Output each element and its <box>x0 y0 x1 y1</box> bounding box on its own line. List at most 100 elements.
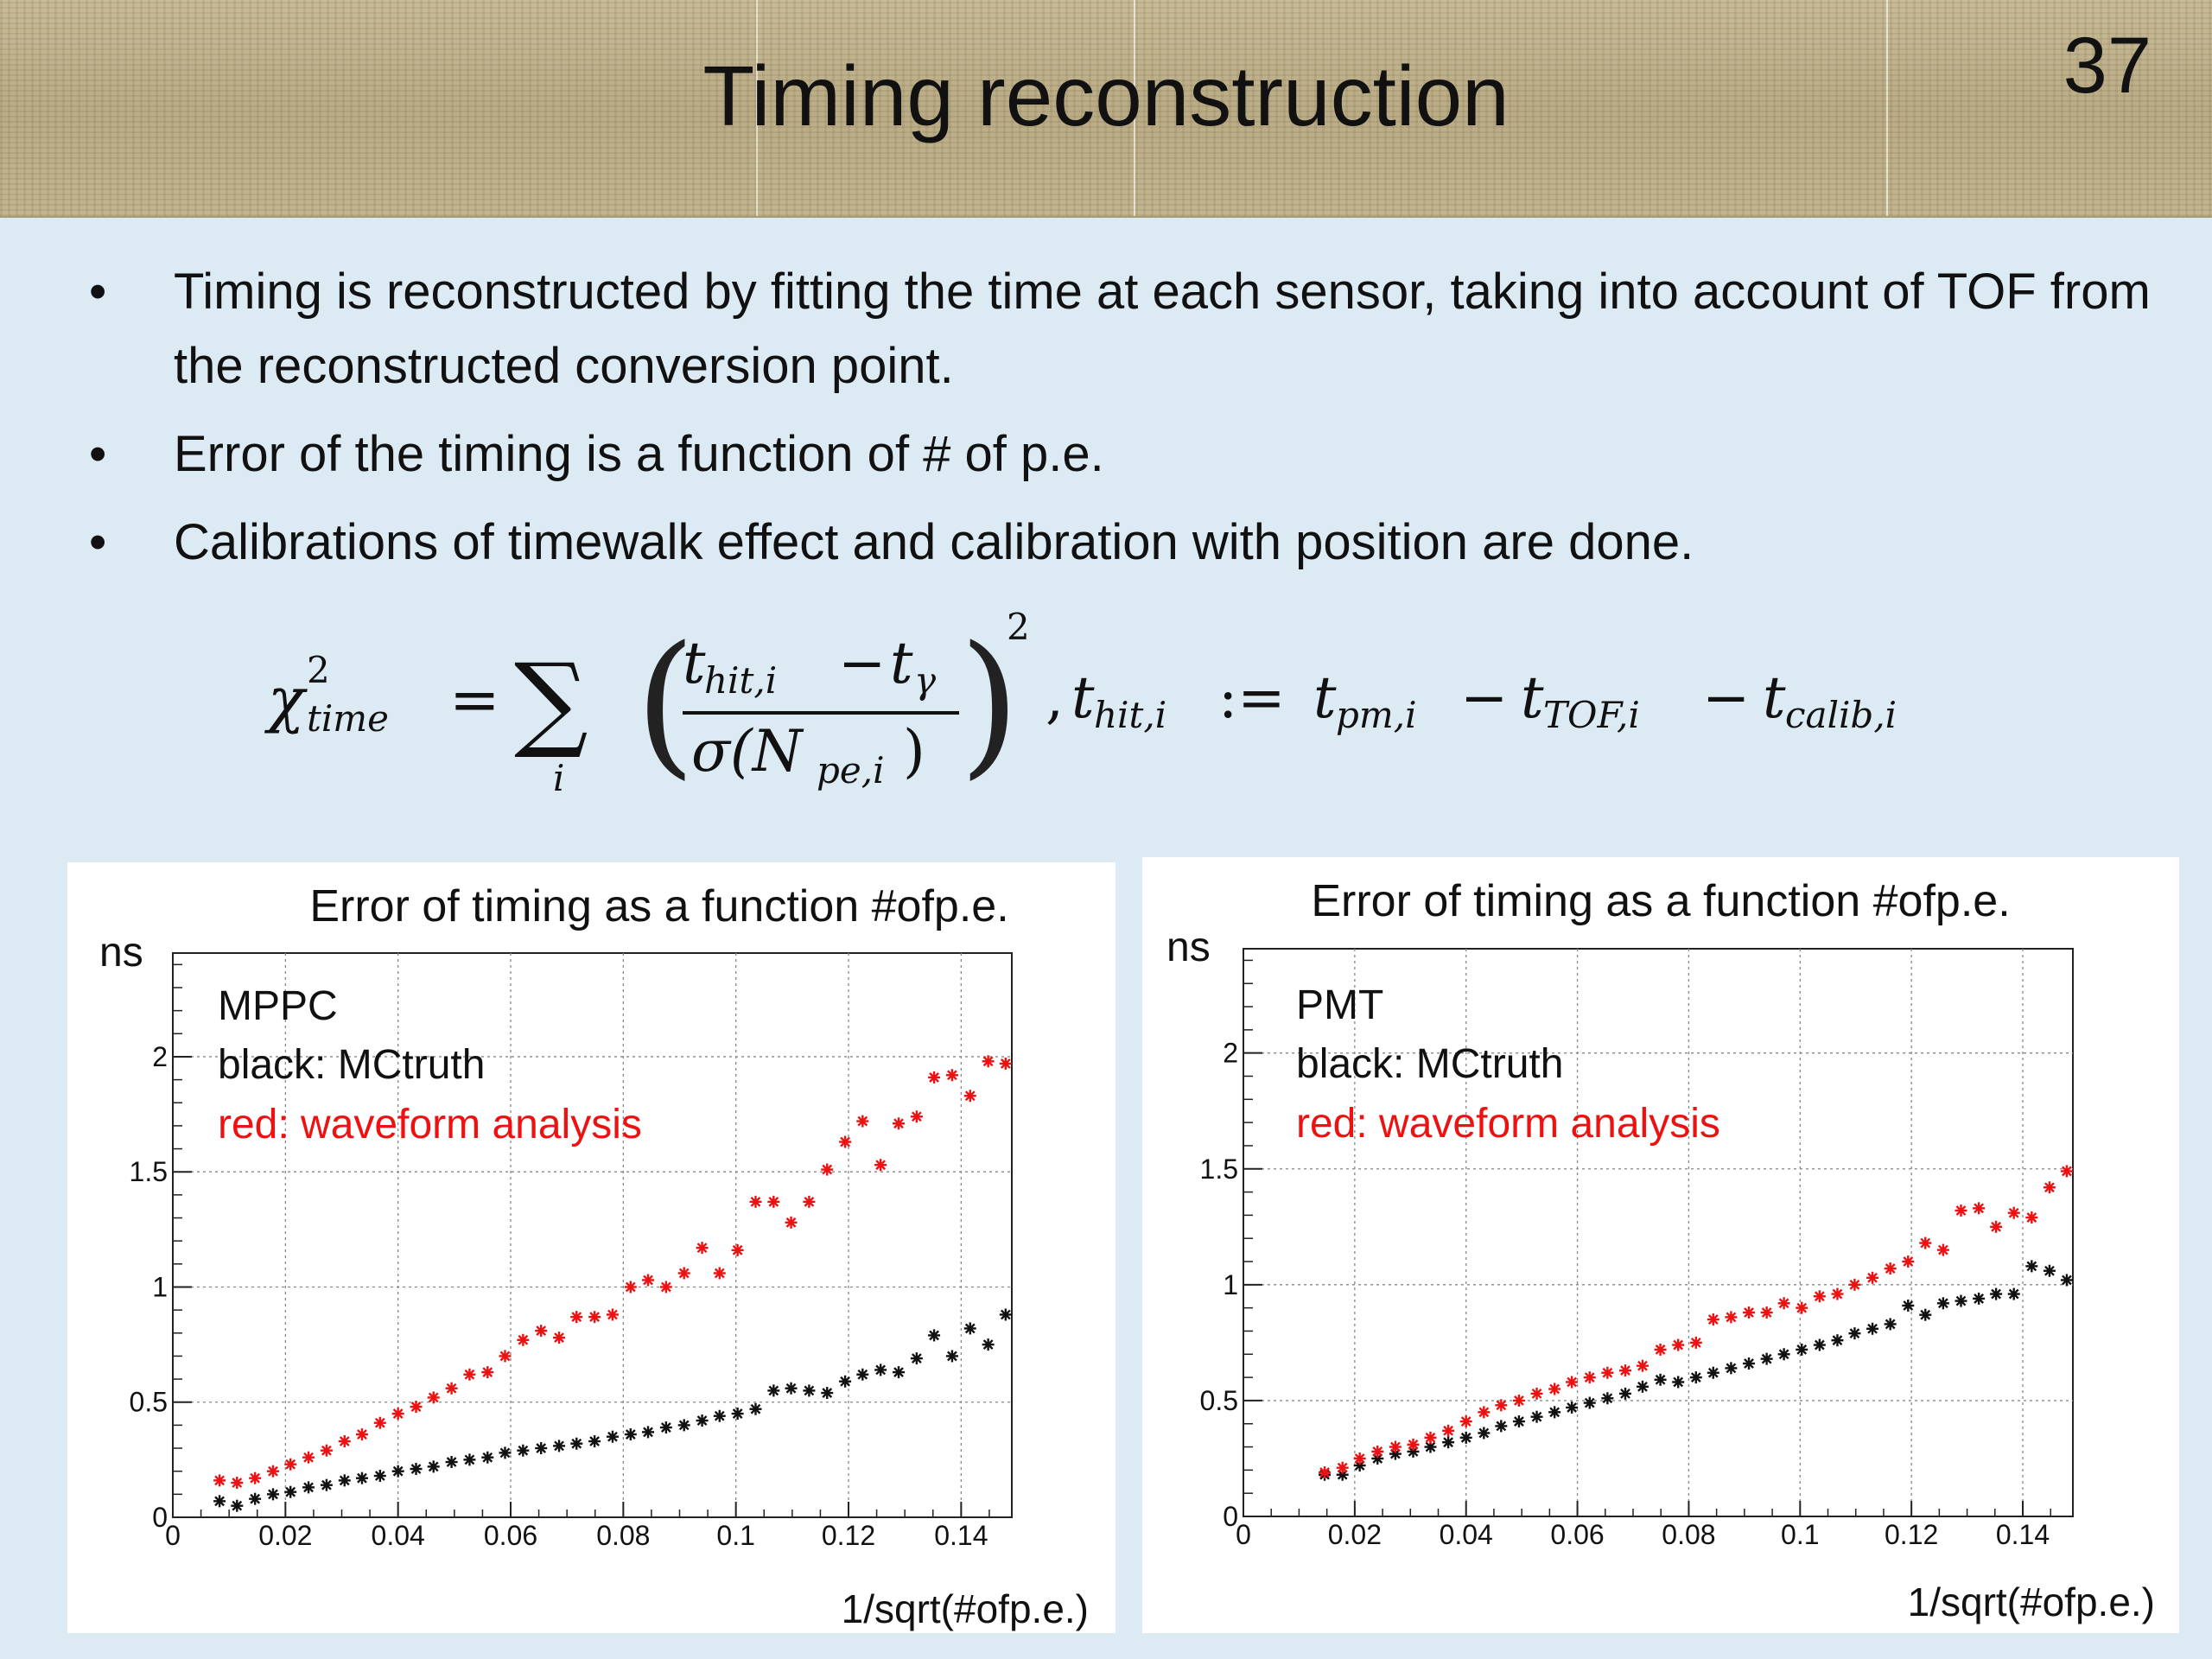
asterisk-stroke <box>660 1281 671 1293</box>
waveform-point <box>767 1195 780 1208</box>
y-tick-label: 0 <box>152 1502 168 1533</box>
asterisk-stroke <box>374 1417 385 1428</box>
waveform-point <box>821 1163 834 1176</box>
asterisk-stroke <box>571 1438 582 1449</box>
waveform-point <box>1442 1424 1455 1437</box>
waveform-point <box>1495 1399 1508 1412</box>
asterisk-stroke <box>660 1422 671 1433</box>
mctruth-point <box>696 1414 709 1427</box>
mctruth-point <box>1866 1322 1879 1335</box>
mctruth-point <box>1530 1410 1543 1423</box>
bullet-list: Timing is reconstructed by fitting the t… <box>82 255 2156 594</box>
waveform-point <box>642 1274 655 1287</box>
waveform-point <box>945 1069 958 1082</box>
asterisk-stroke <box>1584 1397 1595 1408</box>
y-tick-label: 1.5 <box>130 1156 168 1187</box>
waveform-point <box>1601 1366 1614 1379</box>
waveform-point <box>749 1195 762 1208</box>
asterisk-stroke <box>982 1339 994 1350</box>
mctruth-point <box>302 1481 315 1494</box>
mctruth-point <box>999 1308 1012 1321</box>
x-tick-label: 0.04 <box>1440 1519 1493 1550</box>
asterisk-stroke <box>804 1196 815 1207</box>
waveform-point <box>999 1057 1012 1070</box>
asterisk-stroke <box>357 1472 367 1484</box>
formula-comma: , <box>1046 664 1064 731</box>
asterisk-stroke <box>1460 1432 1471 1443</box>
waveform-point <box>874 1159 887 1172</box>
mctruth-point <box>213 1495 226 1508</box>
asterisk-stroke <box>1814 1339 1825 1351</box>
asterisk-stroke <box>1549 1383 1560 1395</box>
waveform-point <box>1319 1466 1332 1479</box>
waveform-point <box>231 1477 244 1490</box>
mctruth-point <box>821 1387 834 1400</box>
asterisk-stroke <box>1903 1256 1914 1267</box>
asterisk-stroke <box>571 1312 582 1323</box>
y-tick-label: 1 <box>152 1271 168 1302</box>
asterisk-stroke <box>1937 1298 1948 1309</box>
asterisk-stroke <box>499 1351 511 1362</box>
y-axis-label: ns <box>1166 925 1211 970</box>
formula-sum-index: i <box>553 757 565 799</box>
asterisk-stroke <box>1319 1467 1330 1478</box>
asterisk-stroke <box>2044 1182 2055 1193</box>
mctruth-point <box>588 1435 601 1448</box>
asterisk-stroke <box>1903 1300 1914 1311</box>
x-tick-label: 0.06 <box>484 1520 537 1551</box>
asterisk-stroke <box>2026 1261 2037 1272</box>
y-tick-label: 0 <box>1223 1501 1238 1532</box>
waveform-point <box>1424 1431 1437 1444</box>
asterisk-stroke <box>303 1452 314 1463</box>
asterisk-stroke <box>1673 1376 1684 1388</box>
waveform-point <box>2025 1211 2038 1224</box>
mctruth-point <box>1583 1396 1596 1409</box>
asterisk-stroke <box>1531 1388 1542 1399</box>
asterisk-stroke <box>911 1353 922 1363</box>
formula-den-sub: pe,i <box>817 749 885 791</box>
asterisk-stroke <box>2062 1274 2072 1286</box>
asterisk-stroke <box>410 1464 422 1474</box>
asterisk-stroke <box>1478 1427 1490 1439</box>
mctruth-point <box>481 1451 494 1464</box>
mctruth-point <box>499 1446 512 1459</box>
bullet-item: Calibrations of timewalk effect and cali… <box>82 505 2156 580</box>
mctruth-point <box>535 1442 548 1455</box>
page-number: 37 <box>2063 22 2152 110</box>
x-tick-label: 0.06 <box>1550 1519 1604 1550</box>
waveform-point <box>1654 1343 1667 1356</box>
mctruth-point <box>856 1368 869 1381</box>
chart-title: Error of timing as a function #ofp.e. <box>309 881 1008 931</box>
asterisk-stroke <box>232 1478 243 1488</box>
waveform-point <box>624 1281 637 1294</box>
mctruth-point <box>1601 1392 1614 1405</box>
waveform-point <box>1478 1406 1491 1419</box>
asterisk-stroke <box>678 1420 690 1431</box>
y-tick-label: 1.5 <box>1200 1154 1238 1185</box>
asterisk-stroke <box>1849 1328 1860 1339</box>
waveform-point <box>535 1325 548 1338</box>
waveform-point <box>445 1382 458 1395</box>
formula-pm-sub: pm,i <box>1336 694 1417 736</box>
waveform-point <box>373 1416 386 1429</box>
asterisk-stroke <box>1726 1312 1737 1323</box>
asterisk-stroke <box>1372 1446 1383 1457</box>
mctruth-point <box>606 1430 619 1443</box>
mctruth-point <box>2060 1274 2073 1287</box>
asterisk-stroke <box>982 1056 994 1067</box>
x-tick-label: 0 <box>1236 1519 1251 1550</box>
asterisk-stroke <box>857 1369 868 1380</box>
asterisk-stroke <box>1937 1244 1948 1255</box>
waveform-point <box>410 1401 423 1414</box>
x-tick-label: 0.02 <box>1328 1519 1382 1550</box>
asterisk-stroke <box>1673 1339 1684 1351</box>
waveform-point <box>713 1267 726 1280</box>
asterisk-stroke <box>482 1367 493 1377</box>
asterisk-stroke <box>1000 1058 1011 1069</box>
mctruth-point <box>785 1382 798 1395</box>
waveform-point <box>1530 1387 1543 1400</box>
waveform-point <box>1707 1313 1719 1326</box>
asterisk-stroke <box>232 1500 243 1511</box>
asterisk-stroke <box>1602 1367 1613 1378</box>
legend-text: black: MCtruth <box>218 1042 485 1088</box>
